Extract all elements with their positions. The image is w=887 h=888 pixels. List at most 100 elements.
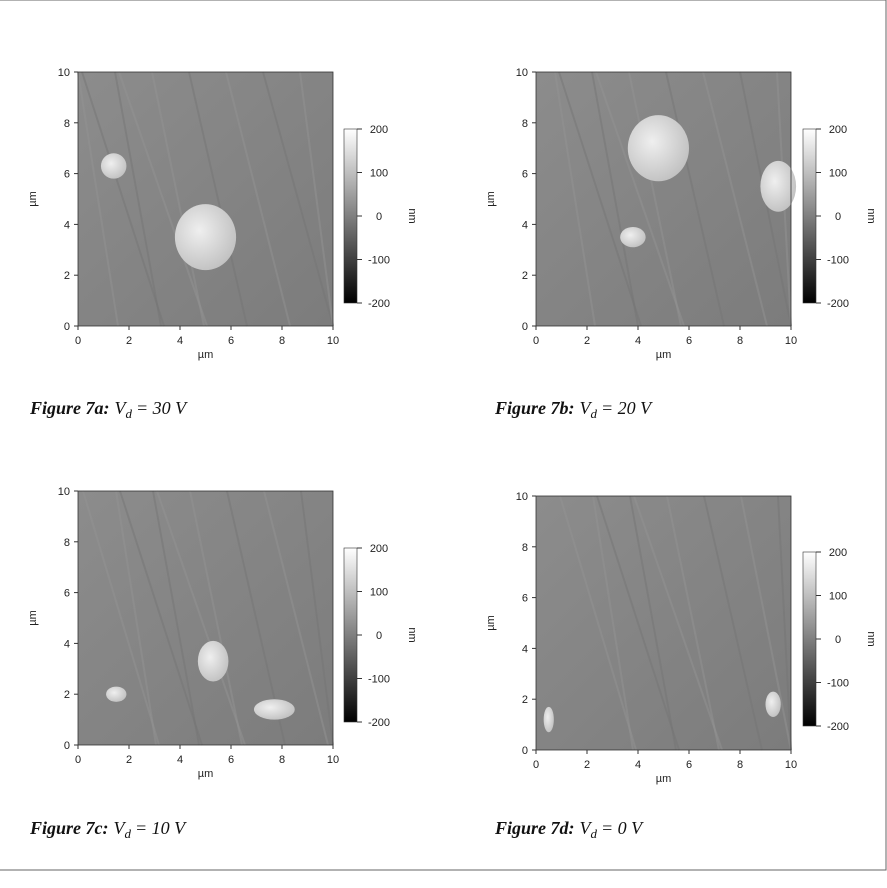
colorbar-tick-label: 0 xyxy=(835,634,841,646)
x-tick-label: 6 xyxy=(686,759,692,771)
y-tick-label: 4 xyxy=(64,219,70,231)
colorbar-label: nm xyxy=(406,208,418,223)
y-tick-label: 10 xyxy=(516,67,528,79)
x-tick-label: 8 xyxy=(279,754,285,766)
surface-particle xyxy=(175,204,236,270)
x-tick-label: 2 xyxy=(584,335,590,347)
y-tick-label: 6 xyxy=(522,169,528,181)
x-tick-label: 2 xyxy=(584,759,590,771)
surface-particle xyxy=(101,153,127,178)
caption-equation: = 10 V xyxy=(135,818,187,838)
x-tick-label: 2 xyxy=(126,335,132,347)
x-tick-label: 0 xyxy=(75,335,81,347)
colorbar-tick-label: 0 xyxy=(376,630,382,642)
y-tick-label: 6 xyxy=(64,588,70,600)
y-axis-label: µm xyxy=(485,615,497,631)
colorbar xyxy=(344,548,357,722)
x-tick-label: 2 xyxy=(126,754,132,766)
y-tick-label: 0 xyxy=(522,321,528,333)
colorbar-tick-label: 100 xyxy=(370,587,388,599)
caption-subscript: d xyxy=(125,826,132,841)
figure-caption: Figure 7a:Vd= 30 V xyxy=(29,398,188,421)
y-axis-label: µm xyxy=(485,191,497,207)
x-tick-label: 4 xyxy=(177,335,183,347)
afm-image xyxy=(78,491,333,745)
y-tick-label: 8 xyxy=(64,118,70,130)
colorbar-tick-label: 100 xyxy=(829,168,847,180)
y-tick-label: 2 xyxy=(64,689,70,701)
colorbar-tick-label: -200 xyxy=(827,721,849,733)
y-tick-label: 8 xyxy=(522,118,528,130)
x-axis-label: µm xyxy=(198,349,214,361)
colorbar-tick-label: 200 xyxy=(829,124,847,136)
colorbar-tick-label: -100 xyxy=(827,678,849,690)
x-axis-label: µm xyxy=(198,768,214,780)
colorbar-tick-label: -100 xyxy=(827,255,849,267)
y-tick-label: 8 xyxy=(522,542,528,554)
y-tick-label: 10 xyxy=(516,491,528,503)
colorbar-tick-label: -200 xyxy=(368,298,390,310)
colorbar-tick-label: -100 xyxy=(368,255,390,267)
x-tick-label: 8 xyxy=(737,335,743,347)
colorbar-tick-label: 0 xyxy=(835,211,841,223)
figure-caption: Figure 7d:Vd= 0 V xyxy=(494,818,644,841)
caption-equation: = 20 V xyxy=(601,398,653,418)
y-tick-label: 10 xyxy=(58,67,70,79)
caption-subscript: d xyxy=(591,406,598,421)
caption-subscript: d xyxy=(126,406,133,421)
caption-label: Figure 7a: xyxy=(29,398,110,418)
x-tick-label: 4 xyxy=(635,335,641,347)
afm-image xyxy=(78,72,333,326)
figure-panel: 02468100246810µmµm-200-1000100200nmFigur… xyxy=(485,67,877,421)
surface-particle xyxy=(198,641,229,682)
colorbar-tick-label: -200 xyxy=(827,298,849,310)
x-tick-label: 10 xyxy=(327,754,339,766)
caption-label: Figure 7b: xyxy=(494,398,575,418)
colorbar xyxy=(803,552,816,726)
caption-label: Figure 7d: xyxy=(494,818,575,838)
y-tick-label: 6 xyxy=(522,593,528,605)
colorbar-tick-label: 0 xyxy=(376,211,382,223)
surface-particle xyxy=(544,707,554,732)
y-tick-label: 4 xyxy=(64,638,70,650)
y-tick-label: 0 xyxy=(64,740,70,752)
caption-equation: = 30 V xyxy=(136,398,188,418)
x-tick-label: 0 xyxy=(533,759,539,771)
colorbar-label: nm xyxy=(406,627,418,642)
caption-subscript: d xyxy=(591,826,598,841)
y-tick-label: 6 xyxy=(64,169,70,181)
colorbar-tick-label: 200 xyxy=(370,543,388,555)
y-tick-label: 0 xyxy=(522,745,528,757)
y-tick-label: 10 xyxy=(58,486,70,498)
colorbar-tick-label: -100 xyxy=(368,674,390,686)
x-tick-label: 10 xyxy=(327,335,339,347)
surface-particle xyxy=(254,699,295,719)
figure-page: 02468100246810µmµm-200-1000100200nmFigur… xyxy=(0,0,887,883)
colorbar xyxy=(803,129,816,303)
x-axis-label: µm xyxy=(656,349,672,361)
surface-particle xyxy=(106,687,126,702)
figure-panel: 02468100246810µmµm-200-1000100200nmFigur… xyxy=(27,67,418,421)
x-tick-label: 6 xyxy=(686,335,692,347)
x-tick-label: 4 xyxy=(635,759,641,771)
y-tick-label: 2 xyxy=(64,270,70,282)
figure-caption: Figure 7b:Vd= 20 V xyxy=(494,398,653,421)
surface-particle xyxy=(620,227,646,247)
y-tick-label: 4 xyxy=(522,219,528,231)
surface-particle xyxy=(766,692,781,717)
y-axis-label: µm xyxy=(27,610,39,626)
x-tick-label: 4 xyxy=(177,754,183,766)
colorbar-tick-label: 200 xyxy=(370,124,388,136)
colorbar-tick-label: 200 xyxy=(829,547,847,559)
colorbar-tick-label: 100 xyxy=(370,168,388,180)
x-tick-label: 8 xyxy=(279,335,285,347)
x-tick-label: 6 xyxy=(228,754,234,766)
colorbar xyxy=(344,129,357,303)
colorbar-label: nm xyxy=(865,631,877,646)
y-axis-label: µm xyxy=(27,191,39,207)
x-tick-label: 10 xyxy=(785,759,797,771)
caption-equation: = 0 V xyxy=(601,818,644,838)
colorbar-tick-label: -200 xyxy=(368,717,390,729)
